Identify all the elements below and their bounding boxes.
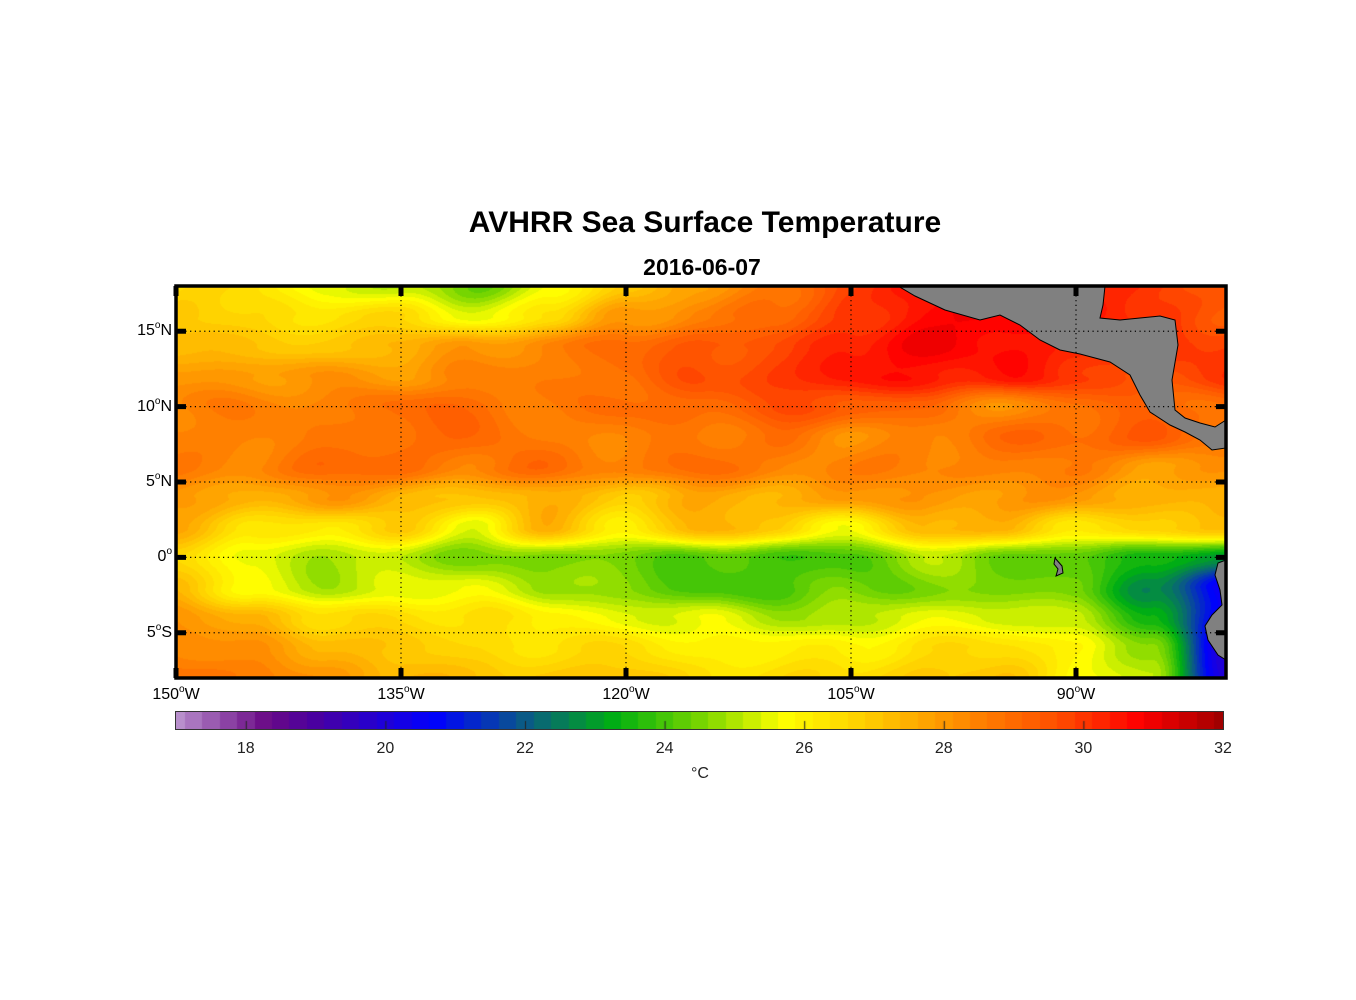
- colorbar-tick-label: 26: [795, 740, 814, 757]
- colorbar-tick-label: 22: [516, 740, 534, 757]
- lat-tick-label: 0o: [157, 546, 172, 566]
- lon-tick-label: 105oW: [827, 684, 875, 703]
- land-central-america: [896, 285, 1227, 451]
- colorbar-tick-label: 20: [376, 740, 395, 757]
- colorbar-tick-label: 30: [1074, 740, 1093, 757]
- colorbar-tick-label: 18: [236, 740, 255, 757]
- lat-tick-label: 15oN: [137, 320, 172, 340]
- chart-title: AVHRR Sea Surface Temperature: [468, 206, 942, 239]
- land-galapagos: [1053, 556, 1064, 577]
- colorbar-tick-label: 24: [655, 740, 674, 757]
- colorbar-tick-label: 28: [934, 740, 953, 757]
- lon-tick-label: 135oW: [377, 684, 425, 703]
- chart-subtitle: 2016-06-07: [643, 254, 761, 280]
- map-frame: [174, 284, 1228, 680]
- lat-tick-label: 5oS: [146, 621, 172, 641]
- colorbar: [175, 711, 1224, 730]
- lat-tick-label: 5oN: [145, 471, 172, 490]
- colorbar-unit-label: °C: [691, 765, 709, 782]
- lon-tick-label: 150oW: [152, 684, 200, 703]
- lon-tick-label: 90oW: [1056, 684, 1096, 703]
- colorbar-tick-label: 32: [1214, 740, 1232, 757]
- land-south-america: [1204, 559, 1227, 661]
- lon-tick-label: 120oW: [602, 684, 650, 703]
- lat-tick-label: 10oN: [137, 395, 172, 415]
- colorbar-gradient: [176, 712, 1223, 729]
- map-overlay: [173, 284, 1228, 680]
